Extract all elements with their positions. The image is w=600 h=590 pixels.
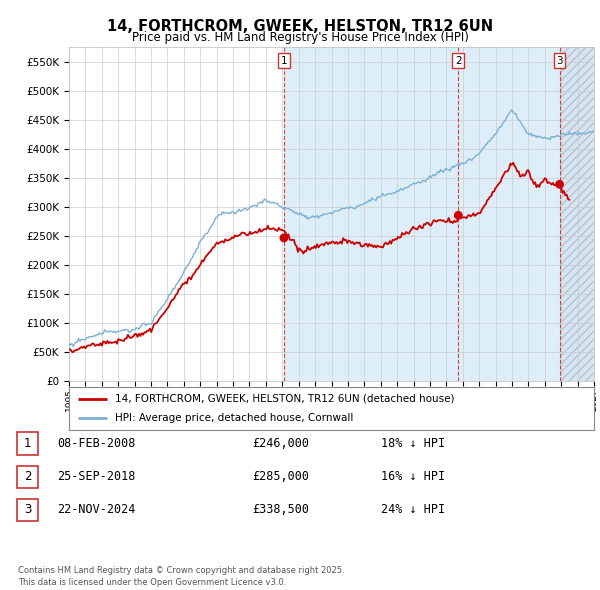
Text: 25-SEP-2018: 25-SEP-2018	[57, 470, 136, 483]
Text: 08-FEB-2008: 08-FEB-2008	[57, 437, 136, 450]
Text: £285,000: £285,000	[252, 470, 309, 483]
Text: 1: 1	[24, 437, 31, 450]
Point	[454, 211, 463, 220]
Text: £246,000: £246,000	[252, 437, 309, 450]
Text: 16% ↓ HPI: 16% ↓ HPI	[381, 470, 445, 483]
Text: 18% ↓ HPI: 18% ↓ HPI	[381, 437, 445, 450]
Text: 24% ↓ HPI: 24% ↓ HPI	[381, 503, 445, 516]
Text: 14, FORTHCROM, GWEEK, HELSTON, TR12 6UN: 14, FORTHCROM, GWEEK, HELSTON, TR12 6UN	[107, 19, 493, 34]
Text: 1: 1	[281, 55, 287, 65]
Text: 3: 3	[24, 503, 31, 516]
Text: Contains HM Land Registry data © Crown copyright and database right 2025.
This d: Contains HM Land Registry data © Crown c…	[18, 566, 344, 587]
Text: Price paid vs. HM Land Registry's House Price Index (HPI): Price paid vs. HM Land Registry's House …	[131, 31, 469, 44]
Text: HPI: Average price, detached house, Cornwall: HPI: Average price, detached house, Corn…	[115, 413, 353, 423]
Text: 14, FORTHCROM, GWEEK, HELSTON, TR12 6UN (detached house): 14, FORTHCROM, GWEEK, HELSTON, TR12 6UN …	[115, 394, 454, 404]
Bar	[284, 47, 560, 381]
Text: 22-NOV-2024: 22-NOV-2024	[57, 503, 136, 516]
Text: £338,500: £338,500	[252, 503, 309, 516]
Bar	[560, 47, 594, 381]
Text: 2: 2	[24, 470, 31, 483]
Point	[555, 179, 565, 189]
Text: 3: 3	[556, 55, 563, 65]
Text: 2: 2	[455, 55, 461, 65]
Point	[279, 233, 289, 242]
